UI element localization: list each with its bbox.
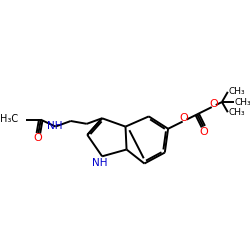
Text: NH: NH: [92, 158, 108, 168]
Text: O: O: [199, 127, 208, 137]
Text: CH₃: CH₃: [234, 98, 250, 106]
Text: O: O: [209, 100, 218, 110]
Text: CH₃: CH₃: [228, 108, 245, 117]
Text: NH: NH: [47, 121, 62, 131]
Text: H₃C: H₃C: [0, 114, 18, 124]
Text: CH₃: CH₃: [228, 87, 245, 96]
Text: O: O: [33, 133, 42, 143]
Text: O: O: [179, 113, 188, 123]
